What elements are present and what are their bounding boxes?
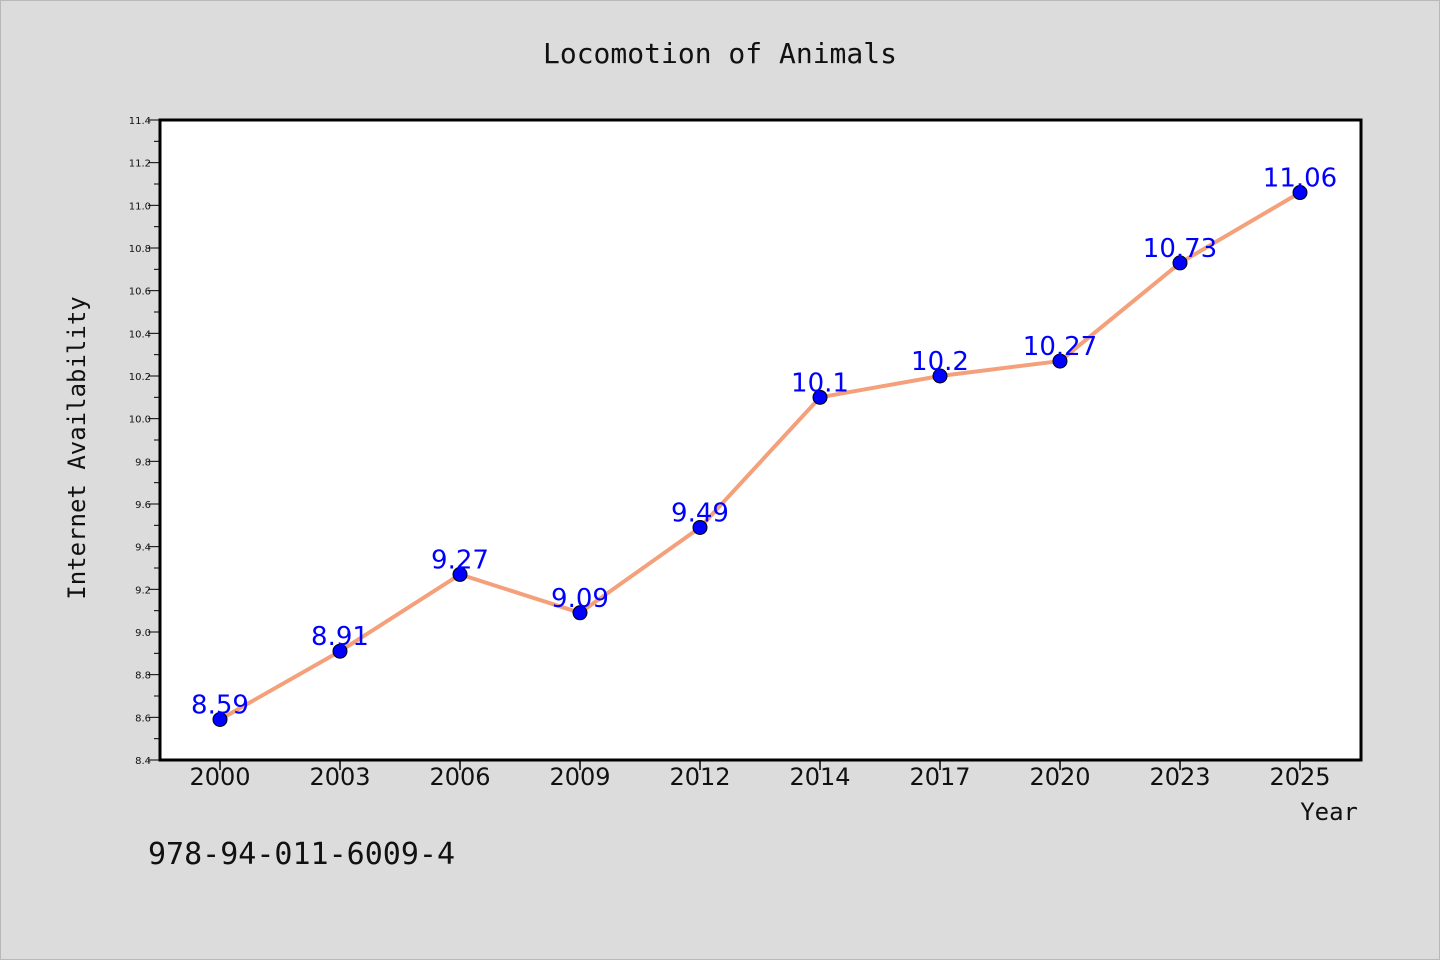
y-tick-label: 9.4 <box>135 543 151 554</box>
y-tick-label: 10.2 <box>129 372 151 383</box>
y-axis: 8.4 8.6 8.8 9.0 9.2 9.4 9.6 9.8 10.0 10.2 10.4 10.6… <box>129 116 160 767</box>
data-label: 10.1 <box>791 368 849 398</box>
data-label: 10.27 <box>1023 332 1097 362</box>
x-tick-label: 2020 <box>1029 763 1090 791</box>
x-axis-label: Year <box>1300 798 1358 826</box>
data-point <box>1292 185 1308 201</box>
plot-area <box>158 118 1363 762</box>
data-label: 9.09 <box>551 584 609 614</box>
data-point <box>1052 353 1068 369</box>
y-tick-label: 9.0 <box>135 628 151 639</box>
data-point <box>452 566 468 582</box>
y-tick-label: 10.4 <box>129 329 151 340</box>
x-tick-label: 2014 <box>789 763 850 791</box>
data-point <box>572 605 588 621</box>
series-line <box>219 190 1302 722</box>
y-tick-label: 10.0 <box>129 415 151 426</box>
y-tick-label: 8.8 <box>135 671 151 682</box>
data-point <box>812 389 828 405</box>
y-tick-label: 11.0 <box>129 201 151 212</box>
data-label: 10.2 <box>911 347 969 377</box>
y-tick-label: 11.2 <box>129 159 151 170</box>
x-tick-label: 2003 <box>309 763 370 791</box>
x-tick-label: 2017 <box>909 763 970 791</box>
chart-title: Locomotion of Animals <box>543 37 897 70</box>
series-line-group: 8.59 8.91 9.27 9.09 9.49 10.1 10.2 10.27 10.73 11… <box>191 164 1337 727</box>
data-label: 8.59 <box>191 690 249 720</box>
y-tick-label: 9.6 <box>135 500 151 511</box>
x-tick-label: 2025 <box>1269 763 1330 791</box>
x-axis: 2000 2003 2006 2009 2012 2014 2017 2020 2023 2025 <box>189 760 1331 791</box>
x-tick-label: 2006 <box>429 763 490 791</box>
y-tick-label: 10.8 <box>129 244 151 255</box>
data-label: 11.06 <box>1263 164 1337 194</box>
x-tick-label: 2009 <box>549 763 610 791</box>
data-label: 8.91 <box>311 622 369 652</box>
y-tick-label: 8.4 <box>135 756 151 767</box>
y-tick-label: 9.8 <box>135 457 151 468</box>
data-label: 10.73 <box>1143 234 1217 264</box>
data-point <box>332 643 348 659</box>
y-axis-label: Internet Availability <box>63 296 91 599</box>
isbn-annotation: 978-94-011-6009-4 <box>148 837 455 872</box>
data-point <box>932 368 948 384</box>
y-tick-label: 10.6 <box>129 287 151 298</box>
x-tick-label: 2000 <box>189 763 250 791</box>
y-tick-label: 11.4 <box>129 116 151 127</box>
x-tick-label: 2023 <box>1149 763 1210 791</box>
data-point <box>212 711 228 727</box>
x-tick-label: 2012 <box>669 763 730 791</box>
y-tick-label: 8.6 <box>135 713 151 724</box>
data-point <box>692 519 708 535</box>
data-label: 9.27 <box>431 545 489 575</box>
y-tick-label: 9.2 <box>135 585 151 596</box>
data-label: 9.49 <box>671 498 729 528</box>
data-point <box>1172 255 1188 271</box>
